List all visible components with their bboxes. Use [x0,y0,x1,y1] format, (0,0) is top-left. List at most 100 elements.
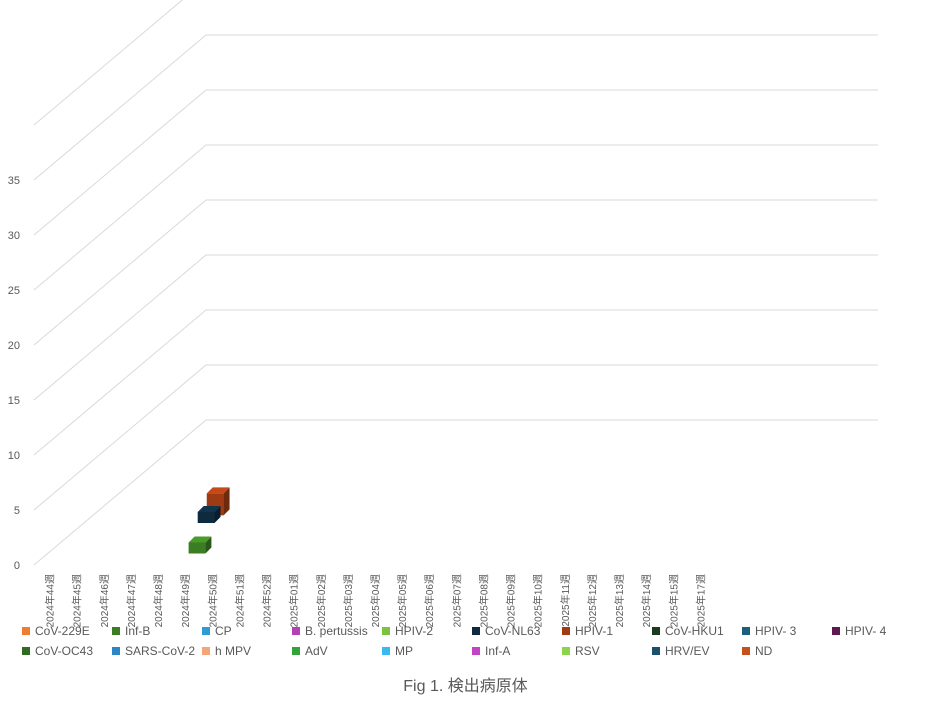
legend-swatch [562,627,570,635]
x-tick-label: 2025年08週 [477,574,490,627]
legend-item: h MPV [202,644,292,658]
x-tick-label: 2025年10週 [532,574,545,627]
gridline [33,419,878,566]
y-tick-label: 10 [8,450,20,462]
gridline [33,34,878,181]
legend-swatch [112,647,120,655]
figure-caption: Fig 1. 検出病原体 [403,678,528,695]
x-tick-label: 2025年06週 [423,574,436,627]
x-axis: 2024年44週 2024年45週 2024年46週 2024年47週 2024年48週… [44,574,708,627]
legend-item: CP [202,624,292,638]
legend-swatch [382,647,390,655]
x-tick-label: 2025年12週 [586,574,599,627]
x-tick-label: 2025年14週 [640,574,653,627]
legend-label: Inf-A [485,644,511,658]
x-tick-label: 2025年02週 [315,574,328,627]
legend-label: Inf-B [125,624,151,638]
legend-label: CoV-NL63 [485,624,541,638]
x-tick-label: 2025年09週 [505,574,518,627]
x-tick-label: 2024年52週 [261,574,274,627]
legend-swatch [202,647,210,655]
legend-swatch [742,647,750,655]
legend-label: HPIV- 3 [755,624,797,638]
legend-item: CoV-HKU1 [652,624,742,638]
legend-item: HPIV-2 [382,624,472,638]
x-tick-label: 2025年01週 [288,574,301,627]
bar [197,506,221,524]
legend-label: CoV-229E [35,624,90,638]
x-tick-label: 2024年49週 [179,574,192,627]
legend-label: B. pertussis [305,624,368,638]
legend-label: RSV [575,644,600,658]
x-tick-label: 2024年47週 [125,574,138,627]
legend-item: Inf-A [472,644,562,658]
y-tick-label: 30 [8,230,20,242]
x-tick-label: 2025年03週 [342,574,355,627]
legend-label: CP [215,624,232,638]
legend-swatch [382,627,390,635]
y-tick-label: 25 [8,285,20,297]
legend-swatch [202,627,210,635]
legend-label: AdV [305,644,328,658]
x-tick-label: 2025年11週 [559,574,572,627]
gridline [33,364,878,511]
y-tick-label: 35 [8,175,20,187]
y-tick-label: 5 [14,505,20,517]
legend-item: ND [742,644,832,658]
y-tick-label: 0 [14,560,20,572]
x-tick-label: 2024年50週 [206,574,219,627]
legend-label: HPIV-2 [395,624,434,638]
y-axis: 0 5 10 15 20 25 30 35 [8,175,20,572]
x-tick-label: 2025年05週 [396,574,409,627]
legend-label: HRV/EV [665,644,710,658]
legend-label: HPIV-1 [575,624,614,638]
bars-layer [188,487,230,554]
legend-label: ND [755,644,773,658]
legend-item: HPIV- 4 [832,624,922,638]
legend-swatch [112,627,120,635]
legend-label: CoV-OC43 [35,644,94,658]
legend-swatch [292,647,300,655]
x-tick-label: 2024年44週 [44,574,57,627]
gridlines [33,0,878,566]
legend-swatch [652,627,660,635]
gridline [33,309,878,456]
legend-item: SARS-CoV-2 [112,644,202,658]
legend-item: B. pertussis [292,624,382,638]
legend-item: HPIV- 3 [742,624,832,638]
legend-swatch [742,627,750,635]
legend-swatch [472,647,480,655]
legend-item: CoV-NL63 [472,624,562,638]
legend-label: HPIV- 4 [845,624,887,638]
legend-label: h MPV [215,644,252,658]
x-tick-label: 2024年45週 [71,574,84,627]
x-tick-label: 2025年04週 [369,574,382,627]
legend-item: CoV-229E [22,624,112,638]
y-tick-label: 15 [8,395,20,407]
x-tick-label: 2024年51週 [233,574,246,627]
legend-item: RSV [562,644,652,658]
gridline [33,199,878,346]
legend-label: CoV-HKU1 [665,624,724,638]
x-tick-label: 2025年07週 [450,574,463,627]
legend-swatch [22,627,30,635]
legend-label: SARS-CoV-2 [125,644,196,658]
legend-item: Inf-B [112,624,202,638]
legend-item: HRV/EV [652,644,742,658]
legend-item: AdV [292,644,382,658]
legend-swatch [832,627,840,635]
legend-swatch [472,627,480,635]
gridline [33,144,878,291]
legend-swatch [292,627,300,635]
legend-label: MP [395,644,413,658]
legend-swatch [562,647,570,655]
legend: CoV-229E Inf-B CP B. pertussis HPIV-2 CoV-NL6… [22,624,922,658]
x-tick-label: 2025年15週 [667,574,680,627]
legend-item: HPIV-1 [562,624,652,638]
legend-item: CoV-OC43 [22,644,112,658]
x-tick-label: 2025年13週 [613,574,626,627]
legend-item: MP [382,644,472,658]
legend-swatch [652,647,660,655]
legend-swatch [22,647,30,655]
